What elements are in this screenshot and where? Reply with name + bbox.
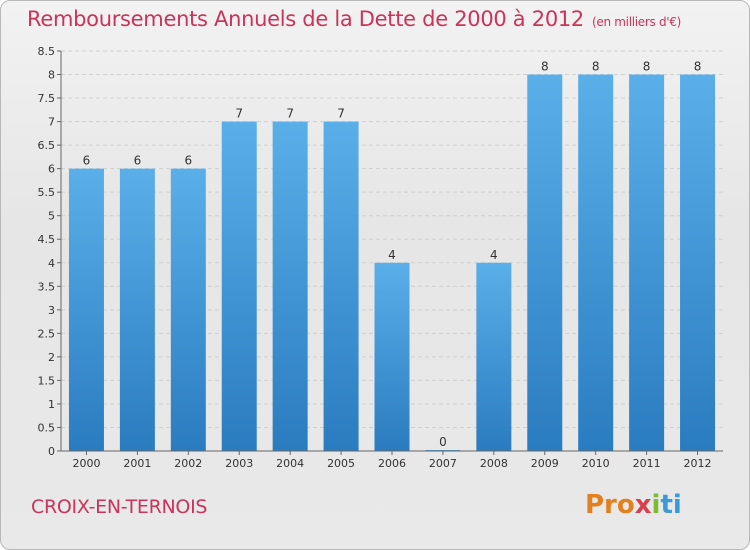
y-tick-label: 3.5 — [38, 280, 56, 293]
y-tick-label: 4 — [48, 257, 55, 270]
bar — [68, 168, 104, 451]
y-tick-label: 7 — [48, 116, 55, 129]
x-tick-label: 2008 — [480, 457, 508, 470]
data-label: 8 — [541, 60, 549, 74]
y-tick-label: 6.5 — [38, 139, 56, 152]
data-label: 6 — [83, 154, 91, 168]
data-label: 7 — [235, 107, 243, 121]
x-tick-label: 2010 — [582, 457, 610, 470]
proxiti-logo: Proxiti — [585, 490, 682, 520]
y-tick-label: 3 — [48, 304, 55, 317]
data-label: 0 — [439, 435, 447, 449]
bar — [578, 74, 614, 451]
data-label: 7 — [337, 107, 345, 121]
bar — [221, 121, 257, 452]
x-tick-label: 2009 — [531, 457, 559, 470]
y-tick-label: 6 — [48, 163, 55, 176]
x-tick-label: 2007 — [429, 457, 457, 470]
logo-part-4: ti — [660, 490, 682, 520]
bar — [629, 74, 665, 451]
x-tick-label: 2011 — [633, 457, 661, 470]
y-tick-label: 2 — [48, 351, 55, 364]
x-tick-label: 2004 — [276, 457, 304, 470]
x-tick-label: 2002 — [174, 457, 202, 470]
y-tick-label: 5 — [48, 210, 55, 223]
y-tick-label: 1.5 — [38, 374, 56, 387]
chart-subtitle: (en milliers d'€) — [592, 15, 682, 29]
data-label: 8 — [643, 60, 651, 74]
bar — [119, 168, 155, 451]
bar — [272, 121, 308, 452]
y-tick-label: 8 — [48, 69, 55, 82]
y-tick-label: 2.5 — [38, 327, 56, 340]
y-tick-label: 0 — [48, 445, 55, 458]
data-label: 8 — [592, 60, 600, 74]
data-label: 7 — [286, 107, 294, 121]
y-tick-label: 8.5 — [38, 45, 56, 58]
y-tick-label: 5.5 — [38, 186, 56, 199]
x-tick-label: 2006 — [378, 457, 406, 470]
bar — [323, 121, 359, 452]
bars: 6 6 6 7 7 7 4 0 4 8 8 8 8 — [68, 60, 716, 452]
data-label: 4 — [388, 248, 396, 262]
logo-part-1: Pro — [585, 490, 635, 520]
x-tick-label: 2005 — [327, 457, 355, 470]
data-label: 4 — [490, 248, 498, 262]
y-tick-label: 0.5 — [38, 421, 56, 434]
commune-name: CROIX-EN-TERNOIS — [31, 496, 208, 518]
y-tick-label: 4.5 — [38, 233, 56, 246]
data-label: 6 — [134, 154, 142, 168]
x-tick-label: 2000 — [72, 457, 100, 470]
axes: 0 0.5 1 1.5 2 2.5 3 3.5 4 4.5 5 5.5 6 6.5 7 7.5 8 8.5 2000… — [38, 45, 723, 470]
y-tick-label: 7.5 — [38, 92, 56, 105]
logo-part-2: x — [634, 490, 652, 520]
chart-title: Remboursements Annuels de la Dette de 20… — [27, 7, 681, 31]
y-tick-label: 1 — [48, 398, 55, 411]
data-label: 6 — [184, 154, 192, 168]
bar — [527, 74, 563, 451]
bar — [680, 74, 716, 451]
bar — [374, 262, 410, 451]
x-tick-label: 2012 — [684, 457, 712, 470]
bar — [170, 168, 206, 451]
data-label: 8 — [694, 60, 702, 74]
logo-part-3: i — [651, 490, 661, 520]
chart-title-text: Remboursements Annuels de la Dette de 20… — [27, 7, 584, 31]
bar — [476, 262, 512, 451]
x-tick-label: 2003 — [225, 457, 253, 470]
x-tick-label: 2001 — [123, 457, 151, 470]
